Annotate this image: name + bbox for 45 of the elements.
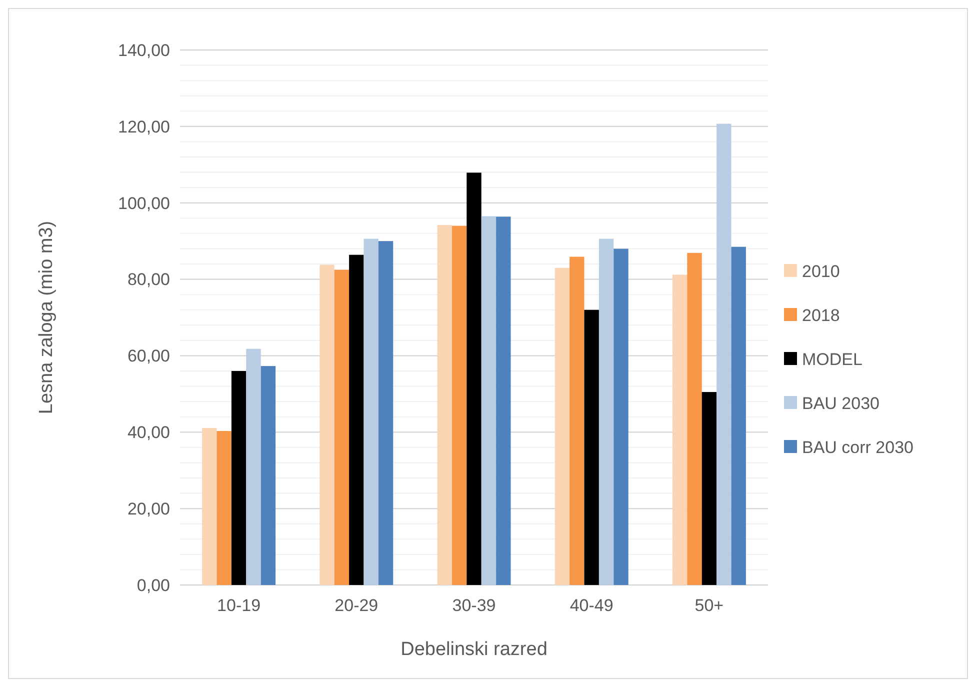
- bar: [702, 392, 717, 585]
- bar: [334, 270, 350, 585]
- legend-label: 2010: [802, 262, 840, 281]
- bar: [349, 254, 364, 585]
- bar: [584, 310, 599, 585]
- y-axis-title: Lesna zaloga (mio m3): [36, 220, 57, 414]
- bar: [437, 225, 452, 585]
- bar: [716, 124, 732, 585]
- bar: [364, 238, 378, 585]
- bar: [496, 216, 511, 585]
- x-axis-title: Debelinski razred: [400, 639, 548, 660]
- legend-label: BAU 2030: [802, 394, 880, 413]
- bar: [466, 172, 482, 585]
- y-tick-label: 120,00: [118, 117, 170, 136]
- bar: [246, 348, 261, 585]
- bar: [216, 430, 232, 585]
- legend-label: BAU corr 2030: [802, 438, 914, 457]
- y-tick-label: 100,00: [118, 194, 170, 213]
- bar: [570, 256, 584, 585]
- bar: [231, 371, 246, 585]
- bar: [452, 226, 467, 585]
- bar: [260, 366, 276, 585]
- legend-label: MODEL: [802, 350, 862, 369]
- bar: [554, 268, 570, 585]
- bar: [481, 216, 496, 585]
- y-tick-label: 140,00: [118, 40, 170, 60]
- bar: [202, 428, 217, 585]
- y-tick-label: 40,00: [127, 423, 170, 442]
- x-tick-label: 30-39: [452, 596, 496, 615]
- bar: [320, 264, 334, 585]
- y-tick-label: 80,00: [127, 270, 170, 290]
- bar: [672, 274, 688, 585]
- bar: [614, 248, 628, 585]
- y-tick-label: 0,00: [136, 576, 170, 595]
- x-tick-label: 10-19: [217, 596, 261, 615]
- y-tick-label: 60,00: [127, 346, 170, 366]
- bar: [598, 238, 614, 585]
- x-tick-label: 40-49: [570, 596, 614, 615]
- bar: [378, 241, 394, 585]
- bar: [731, 246, 746, 585]
- x-tick-label: 50+: [694, 596, 724, 615]
- x-tick-label: 20-29: [334, 596, 378, 615]
- bar: [687, 252, 702, 585]
- y-tick-label: 20,00: [127, 500, 170, 519]
- legend-label: 2018: [802, 306, 840, 325]
